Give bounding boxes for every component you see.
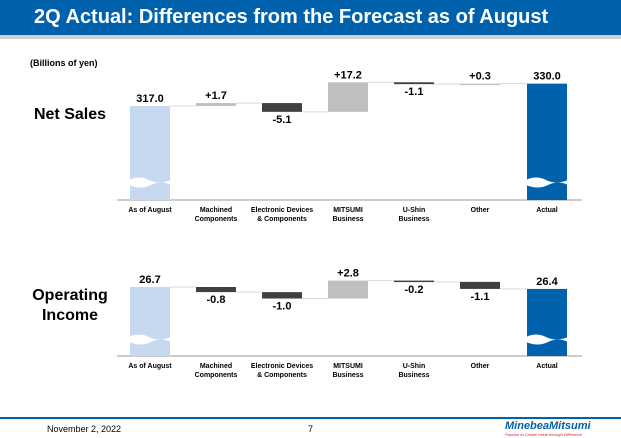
- data-label: -0.8: [207, 294, 226, 306]
- bar-delta: [460, 83, 500, 86]
- bar-end: [527, 288, 567, 356]
- data-label: -1.1: [405, 86, 424, 98]
- page-number: 7: [308, 424, 314, 434]
- data-label: +17.2: [334, 69, 362, 81]
- category-label: & Components: [257, 216, 307, 223]
- data-label: 26.4: [536, 276, 558, 288]
- category-label: U-Shin: [403, 207, 426, 214]
- operating-income-title-text: Operating Income: [32, 287, 108, 324]
- category-label: Actual: [536, 363, 557, 370]
- category-label: & Components: [257, 372, 307, 379]
- page-title: 2Q Actual: Differences from the Forecast…: [34, 6, 549, 28]
- data-label: 317.0: [136, 93, 164, 105]
- category-label: Components: [195, 372, 238, 379]
- category-label: Other: [471, 207, 490, 214]
- company-logo: MinebeaMitsumi Passion to Create Value t…: [505, 420, 591, 437]
- data-label: +0.3: [469, 71, 491, 83]
- category-label: U-Shin: [403, 363, 426, 370]
- bar-delta: [394, 280, 434, 283]
- category-label: Business: [398, 372, 429, 379]
- bar-delta: [328, 280, 368, 299]
- logo-name: MinebeaMitsumi: [505, 420, 591, 432]
- category-label: Other: [471, 363, 490, 370]
- bar-delta: [262, 292, 302, 299]
- category-label: As of August: [128, 207, 172, 214]
- data-label: -5.1: [273, 114, 292, 126]
- category-label: As of August: [128, 363, 172, 370]
- data-label: -1.1: [471, 291, 490, 303]
- bar-delta: [262, 103, 302, 112]
- category-label: Actual: [536, 207, 557, 214]
- footer-divider: [0, 417, 621, 419]
- data-label: -1.0: [273, 301, 292, 313]
- axis-break-wave: [129, 334, 171, 345]
- data-label: +2.8: [337, 268, 359, 280]
- axis-break-wave: [129, 177, 171, 188]
- data-label: -0.2: [405, 284, 424, 296]
- logo-tagline: Passion to Create Value through Differen…: [505, 432, 583, 437]
- category-label: Business: [332, 372, 363, 379]
- data-label: +1.7: [205, 90, 227, 102]
- bar-delta: [394, 82, 434, 85]
- category-label: Components: [195, 216, 238, 223]
- units-label: (Billions of yen): [30, 58, 98, 68]
- category-label: Machined: [200, 207, 232, 214]
- data-label: 330.0: [533, 71, 561, 83]
- bar-start: [130, 287, 170, 356]
- net-sales-title: Net Sales: [33, 106, 107, 123]
- category-label: Machined: [200, 363, 232, 370]
- category-label: Electronic Devices: [251, 363, 313, 370]
- bar-delta: [460, 281, 500, 289]
- category-label: MITSUMI: [333, 207, 363, 214]
- data-label: 26.7: [139, 274, 160, 286]
- category-label: Business: [332, 216, 363, 223]
- axis-break-wave: [526, 177, 568, 188]
- category-label: MITSUMI: [333, 363, 363, 370]
- bar-delta: [196, 103, 236, 106]
- category-label: Business: [398, 216, 429, 223]
- footer-date: November 2, 2022: [47, 424, 122, 434]
- axis-break-wave: [526, 334, 568, 345]
- header-divider: [0, 35, 621, 39]
- bar-delta: [328, 82, 368, 112]
- operating-income-title: Operating Income: [15, 286, 125, 326]
- category-label: Electronic Devices: [251, 207, 313, 214]
- bar-delta: [196, 287, 236, 293]
- header-bar: 2Q Actual: Differences from the Forecast…: [0, 0, 621, 35]
